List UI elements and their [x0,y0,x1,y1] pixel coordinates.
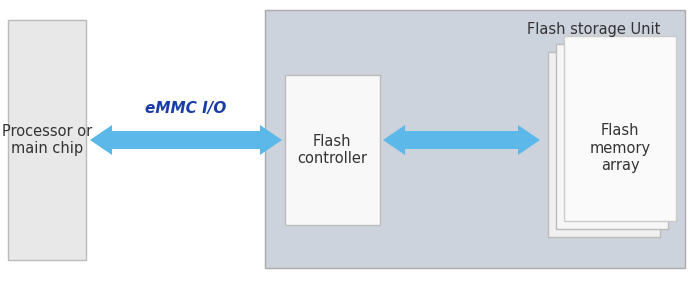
Polygon shape [383,125,540,155]
FancyBboxPatch shape [8,20,86,260]
FancyBboxPatch shape [548,52,660,237]
FancyBboxPatch shape [265,10,685,268]
Text: Flash
controller: Flash controller [297,134,367,166]
Text: Flash
memory
array: Flash memory array [589,123,650,173]
Polygon shape [90,125,282,155]
Text: Processor or
main chip: Processor or main chip [2,124,92,156]
FancyBboxPatch shape [564,36,676,221]
FancyBboxPatch shape [285,75,380,225]
FancyBboxPatch shape [556,44,668,229]
Text: Flash storage Unit: Flash storage Unit [526,22,660,37]
Text: eMMC I/O: eMMC I/O [146,101,227,116]
